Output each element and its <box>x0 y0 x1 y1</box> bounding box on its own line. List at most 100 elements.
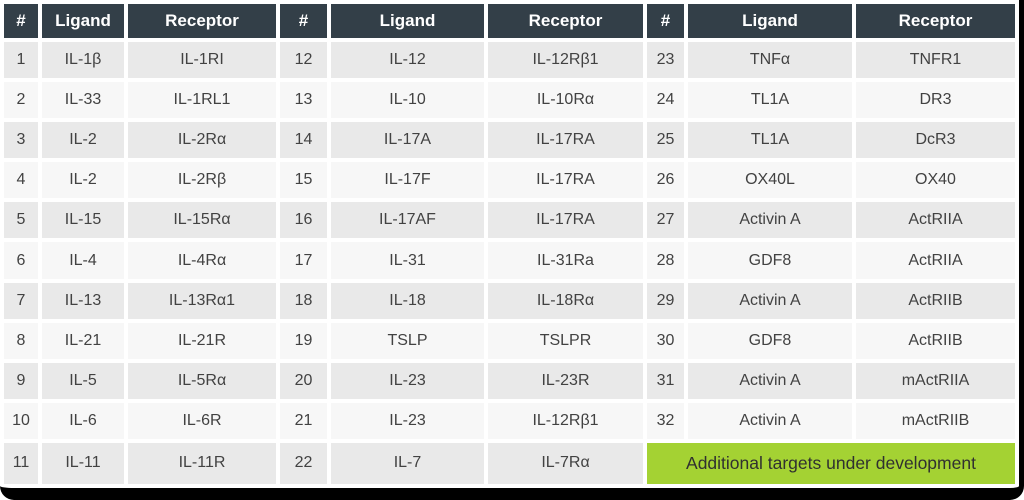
column-header-ligand: Ligand <box>331 4 484 38</box>
receptor-cell: ActRIIA <box>856 242 1015 279</box>
row-number-cell: 24 <box>647 82 684 119</box>
row-number-cell: 14 <box>280 122 327 159</box>
ligand-cell: IL-5 <box>42 362 124 399</box>
row-number-cell: 16 <box>280 202 327 239</box>
ligand-cell: IL-13 <box>42 282 124 319</box>
row-number-cell: 8 <box>4 322 38 359</box>
ligand-cell: IL-17A <box>331 122 484 159</box>
ligand-cell: IL-31 <box>331 242 484 279</box>
ligand-cell: IL-11 <box>42 442 124 484</box>
receptor-cell: IL-17RA <box>488 122 643 159</box>
receptor-cell: TSLPR <box>488 322 643 359</box>
receptor-cell: mActRIIA <box>856 362 1015 399</box>
row-number-cell: 25 <box>647 122 684 159</box>
additional-targets-banner: Additional targets under development <box>647 442 1015 484</box>
row-number-cell: 20 <box>280 362 327 399</box>
receptor-cell: IL-12Rβ1 <box>488 402 643 439</box>
column-header-number: # <box>647 4 684 38</box>
receptor-cell: ActRIIB <box>856 322 1015 359</box>
ligand-receptor-table: # Ligand Receptor # Ligand Receptor # Ligand Rec… <box>4 4 1015 484</box>
row-number-cell: 1 <box>4 42 38 79</box>
row-number-cell: 26 <box>647 162 684 199</box>
receptor-cell: IL-31Ra <box>488 242 643 279</box>
ligand-cell: Activin A <box>688 282 852 319</box>
row-number-cell: 21 <box>280 402 327 439</box>
ligand-cell: IL-23 <box>331 402 484 439</box>
receptor-cell: ActRIIA <box>856 202 1015 239</box>
receptor-cell: IL-2Rα <box>128 122 276 159</box>
ligand-cell: IL-15 <box>42 202 124 239</box>
ligand-cell: IL-2 <box>42 162 124 199</box>
table-body: 1 IL-1β IL-1RI 12 IL-12 IL-12Rβ1 23 TNFα TNFR1 2 I… <box>4 42 1015 484</box>
row-number-cell: 9 <box>4 362 38 399</box>
ligand-cell: TNFα <box>688 42 852 79</box>
row-number-cell: 18 <box>280 282 327 319</box>
receptor-cell: TNFR1 <box>856 42 1015 79</box>
row-number-cell: 29 <box>647 282 684 319</box>
ligand-cell: TL1A <box>688 82 852 119</box>
table-row: 4 IL-2 IL-2Rβ 15 IL-17F IL-17RA 26 OX40L OX40 <box>4 162 1015 199</box>
row-number-cell: 5 <box>4 202 38 239</box>
row-number-cell: 4 <box>4 162 38 199</box>
receptor-cell: IL-1RL1 <box>128 82 276 119</box>
row-number-cell: 19 <box>280 322 327 359</box>
row-number-cell: 32 <box>647 402 684 439</box>
row-number-cell: 27 <box>647 202 684 239</box>
column-header-number: # <box>280 4 327 38</box>
row-number-cell: 17 <box>280 242 327 279</box>
ligand-cell: IL-1β <box>42 42 124 79</box>
row-number-cell: 2 <box>4 82 38 119</box>
receptor-cell: ActRIIB <box>856 282 1015 319</box>
row-number-cell: 7 <box>4 282 38 319</box>
table-row: 6 IL-4 IL-4Rα 17 IL-31 IL-31Ra 28 GDF8 ActRIIA <box>4 242 1015 279</box>
row-number-cell: 28 <box>647 242 684 279</box>
receptor-cell: IL-23R <box>488 362 643 399</box>
column-header-receptor: Receptor <box>488 4 643 38</box>
ligand-cell: IL-7 <box>331 442 484 484</box>
receptor-cell: IL-15Rα <box>128 202 276 239</box>
receptor-cell: IL-18Rα <box>488 282 643 319</box>
table-header-row: # Ligand Receptor # Ligand Receptor # Ligand Rec… <box>4 4 1015 38</box>
ligand-cell: IL-23 <box>331 362 484 399</box>
receptor-cell: DcR3 <box>856 122 1015 159</box>
row-number-cell: 22 <box>280 442 327 484</box>
ligand-cell: GDF8 <box>688 322 852 359</box>
row-number-cell: 12 <box>280 42 327 79</box>
receptor-cell: IL-11R <box>128 442 276 484</box>
ligand-cell: IL-2 <box>42 122 124 159</box>
table-row: 8 IL-21 IL-21R 19 TSLP TSLPR 30 GDF8 ActRIIB <box>4 322 1015 359</box>
table-row: 5 IL-15 IL-15Rα 16 IL-17AF IL-17RA 27 Activin A… <box>4 202 1015 239</box>
row-number-cell: 13 <box>280 82 327 119</box>
ligand-cell: IL-33 <box>42 82 124 119</box>
receptor-cell: IL-1RI <box>128 42 276 79</box>
ligand-cell: Activin A <box>688 202 852 239</box>
ligand-cell: IL-6 <box>42 402 124 439</box>
receptor-cell: IL-7Rα <box>488 442 643 484</box>
receptor-cell: IL-6R <box>128 402 276 439</box>
row-number-cell: 3 <box>4 122 38 159</box>
ligand-cell: IL-12 <box>331 42 484 79</box>
ligand-cell: Activin A <box>688 402 852 439</box>
ligand-cell: IL-10 <box>331 82 484 119</box>
row-number-cell: 11 <box>4 442 38 484</box>
ligand-cell: IL-17F <box>331 162 484 199</box>
row-number-cell: 15 <box>280 162 327 199</box>
receptor-cell: IL-10Rα <box>488 82 643 119</box>
table-row: 2 IL-33 IL-1RL1 13 IL-10 IL-10Rα 24 TL1A DR3 <box>4 82 1015 119</box>
ligand-cell: IL-4 <box>42 242 124 279</box>
receptor-cell: IL-17RA <box>488 162 643 199</box>
ligand-cell: Activin A <box>688 362 852 399</box>
column-header-ligand: Ligand <box>688 4 852 38</box>
table-row: 11 IL-11 IL-11R 22 IL-7 IL-7Rα Additional targ… <box>4 442 1015 484</box>
column-header-ligand: Ligand <box>42 4 124 38</box>
receptor-cell: IL-21R <box>128 322 276 359</box>
row-number-cell: 23 <box>647 42 684 79</box>
receptor-cell: IL-13Rα1 <box>128 282 276 319</box>
column-header-receptor: Receptor <box>128 4 276 38</box>
receptor-cell: DR3 <box>856 82 1015 119</box>
receptor-cell: mActRIIB <box>856 402 1015 439</box>
table-row: 1 IL-1β IL-1RI 12 IL-12 IL-12Rβ1 23 TNFα TNFR1 <box>4 42 1015 79</box>
